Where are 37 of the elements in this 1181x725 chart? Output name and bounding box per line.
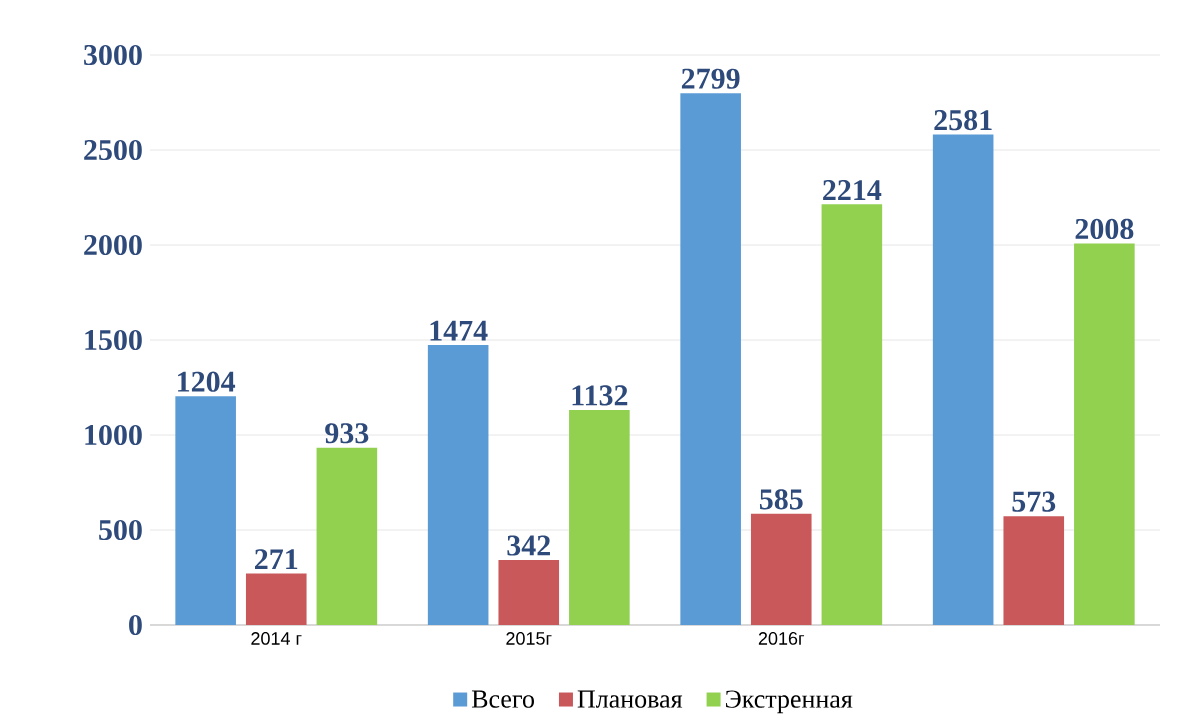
y-tick-label: 2500 bbox=[84, 139, 142, 161]
data-label: 2581 bbox=[934, 109, 992, 131]
y-tick-label: 0 bbox=[129, 614, 142, 636]
legend-label: Плановая bbox=[577, 690, 683, 708]
y-tick-label: 3000 bbox=[84, 44, 142, 66]
y-tick-label: 500 bbox=[99, 519, 142, 541]
data-label: 1132 bbox=[572, 385, 628, 406]
bar bbox=[498, 560, 560, 625]
x-tick-label: 2016г bbox=[758, 632, 805, 645]
bar bbox=[821, 204, 883, 625]
legend-label: Экстренная bbox=[726, 690, 853, 714]
y-tick-label: 2000 bbox=[84, 234, 142, 256]
bar bbox=[316, 447, 378, 625]
data-label: 2799 bbox=[681, 68, 740, 89]
x-tick-label: 2014 г bbox=[251, 632, 302, 645]
data-label: 342 bbox=[507, 535, 550, 556]
x-tick-label: 2015г bbox=[506, 632, 552, 645]
data-label: 573 bbox=[1012, 491, 1056, 512]
y-tick-label: 1500 bbox=[85, 329, 142, 351]
data-label: 271 bbox=[255, 549, 298, 570]
legend-label: Всего bbox=[471, 690, 534, 708]
data-label: 2214 bbox=[823, 180, 882, 200]
bar bbox=[569, 409, 630, 625]
data-label: 1474 bbox=[430, 320, 488, 341]
data-label: 1204 bbox=[178, 371, 236, 392]
y-tick-label: 1000 bbox=[85, 424, 142, 446]
bar bbox=[932, 134, 994, 625]
bar bbox=[175, 396, 236, 625]
data-label: 933 bbox=[325, 423, 369, 444]
bar bbox=[1074, 243, 1135, 625]
bar bbox=[427, 344, 489, 625]
bar bbox=[680, 93, 741, 625]
bar bbox=[1003, 516, 1065, 625]
data-label: 585 bbox=[759, 489, 803, 510]
bar bbox=[750, 513, 812, 625]
data-label: 2008 bbox=[1075, 218, 1134, 240]
bar bbox=[245, 573, 307, 625]
